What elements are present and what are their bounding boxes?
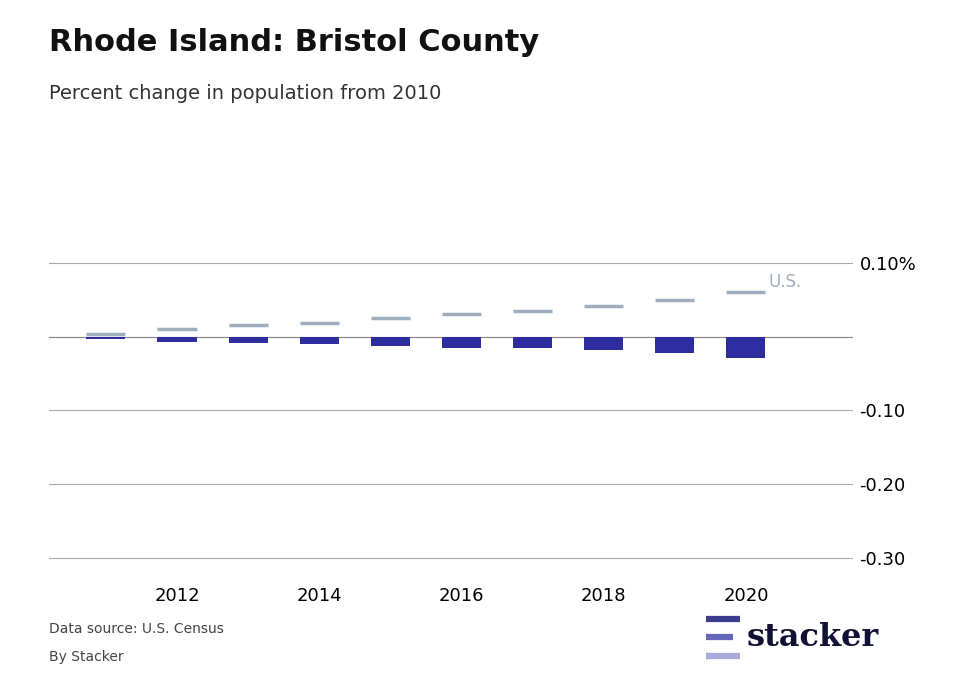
Bar	[158, 336, 197, 342]
Text: Percent change in population from 2010: Percent change in population from 2010	[49, 84, 441, 103]
Text: By Stacker: By Stacker	[49, 650, 123, 664]
Bar	[656, 336, 695, 353]
Bar	[228, 336, 268, 343]
Bar	[442, 336, 481, 347]
Bar	[300, 336, 339, 344]
Text: stacker: stacker	[747, 622, 879, 653]
Text: Rhode Island: Bristol County: Rhode Island: Bristol County	[49, 28, 539, 57]
Bar	[86, 336, 125, 340]
Bar	[726, 336, 765, 358]
Text: U.S.: U.S.	[768, 273, 802, 291]
Bar	[370, 336, 410, 346]
Bar	[513, 336, 552, 348]
Bar	[584, 336, 623, 350]
Text: Data source: U.S. Census: Data source: U.S. Census	[49, 622, 223, 636]
